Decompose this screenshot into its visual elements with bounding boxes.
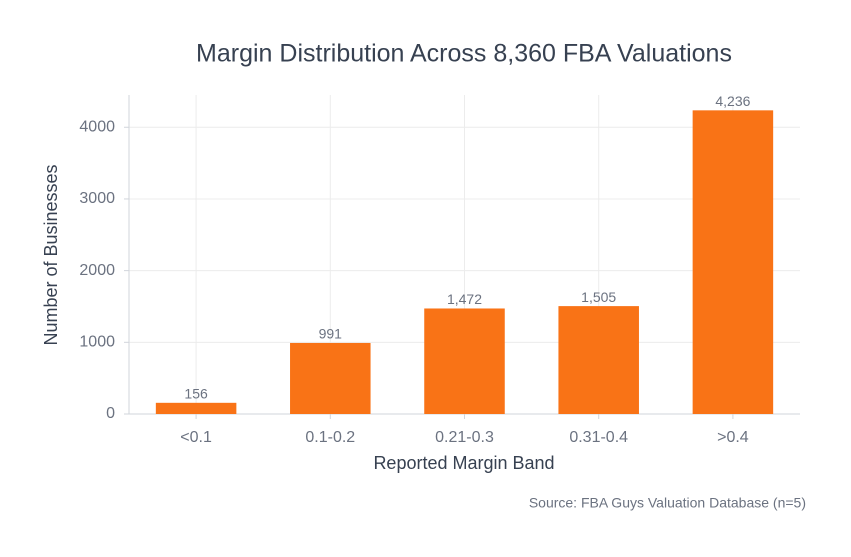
y-tick-label: 2000 <box>79 262 115 279</box>
bar <box>155 402 237 414</box>
x-axis-label: Reported Margin Band <box>373 453 554 473</box>
x-tick-label: >0.4 <box>717 429 749 446</box>
x-tick-label: 0.21-0.3 <box>435 429 494 446</box>
bar <box>558 306 639 414</box>
y-tick-label: 1000 <box>79 334 115 351</box>
x-tick-label: <0.1 <box>180 429 212 446</box>
value-label: 991 <box>319 326 343 342</box>
y-axis-label: Number of Businesses <box>41 164 61 345</box>
bar <box>692 110 774 415</box>
y-tick-label: 4000 <box>79 118 115 135</box>
value-label: 4,236 <box>715 93 750 109</box>
y-tick-label: 3000 <box>79 190 115 207</box>
value-label: 156 <box>184 386 208 402</box>
bar <box>424 308 505 414</box>
source-note: Source: FBA Guys Valuation Database (n=5… <box>529 495 806 511</box>
x-tick-label: 0.1-0.2 <box>305 429 355 446</box>
bar <box>290 342 371 414</box>
x-tick-label: 0.31-0.4 <box>569 429 628 446</box>
chart-title: Margin Distribution Across 8,360 FBA Val… <box>196 40 732 68</box>
value-label: 1,505 <box>581 289 616 305</box>
value-label: 1,472 <box>447 291 482 307</box>
y-tick-label: 0 <box>106 405 115 422</box>
